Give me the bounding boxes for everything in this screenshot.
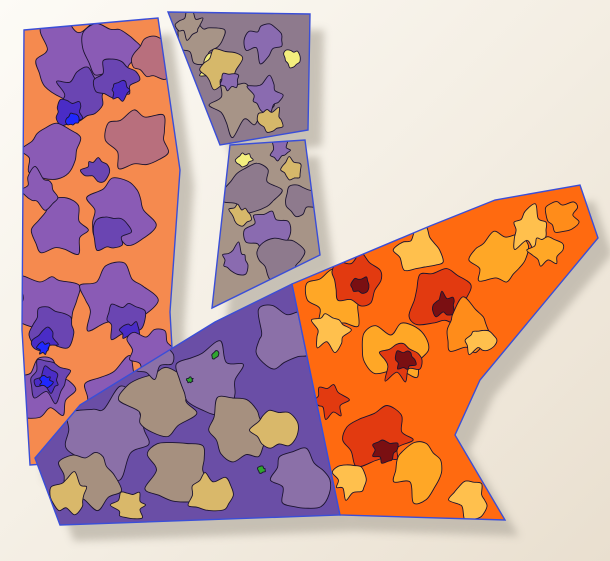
west-field-zone-patch <box>104 109 169 170</box>
middle-field[interactable] <box>211 138 321 310</box>
south-field-zone-patch <box>208 395 278 463</box>
south-field-zones <box>35 284 340 525</box>
east-field-zone-patch <box>392 441 443 505</box>
north-field-zone-patch <box>243 23 283 65</box>
east-field-zone-patch <box>331 464 367 501</box>
west-field-zones <box>22 18 180 465</box>
north-field-zone-patch <box>174 12 204 41</box>
north-field-zone-patch <box>283 49 301 69</box>
north-field-zone-patch <box>256 106 284 133</box>
south-field-zone-patch <box>109 491 146 520</box>
east-field-zone-patch <box>464 329 498 356</box>
south-field-zone-patch <box>58 452 122 512</box>
south-field-zone-patch <box>49 471 88 516</box>
south-field-zone-patch <box>248 409 299 449</box>
south-field-zone-patch <box>185 376 194 384</box>
middle-field-zone-patch <box>222 241 249 276</box>
west-field-zone-patch <box>22 122 82 180</box>
south-field-zone-patch <box>211 350 220 360</box>
west-field-zone-patch <box>79 157 111 183</box>
west-field-zone-patch <box>92 216 133 252</box>
middle-field-zone-patch <box>280 156 302 181</box>
east-field-zone-patch <box>544 201 580 233</box>
west-field-zone-patch <box>36 341 51 355</box>
west-field[interactable] <box>13 12 181 466</box>
west-field-zone-patch <box>22 166 59 211</box>
west-field-zone-patch <box>39 375 54 389</box>
east-field-zones <box>292 185 598 520</box>
west-field-zone-patch <box>65 112 80 126</box>
middle-field-zone-patch <box>234 152 254 168</box>
south-field-zone-patch <box>269 447 332 509</box>
north-field-zones <box>168 12 310 145</box>
east-field-zone-patch <box>372 439 399 464</box>
middle-field-zone-patch <box>228 203 252 227</box>
east-field[interactable] <box>291 184 599 521</box>
east-field-zone-patch <box>394 350 417 370</box>
south-field-zone-patch <box>187 472 234 512</box>
west-field-zone-patch <box>111 79 131 102</box>
middle-field-zone-patch <box>269 140 291 162</box>
west-field-zone-patch <box>30 197 89 256</box>
east-field-zone-patch <box>350 276 370 294</box>
east-field-zone-patch <box>448 480 488 520</box>
north-field[interactable] <box>166 10 311 146</box>
east-field-boundary[interactable] <box>291 184 599 521</box>
east-field-zone-patch <box>392 225 444 272</box>
middle-field-boundary[interactable] <box>211 139 321 310</box>
north-field-zone-patch <box>219 72 240 92</box>
south-field-zone-patch <box>257 465 266 474</box>
east-field-zone-patch <box>310 313 352 354</box>
east-field-zone-patch <box>526 236 565 267</box>
north-field-zone-patch <box>246 74 284 116</box>
north-field-boundary[interactable] <box>166 11 311 146</box>
